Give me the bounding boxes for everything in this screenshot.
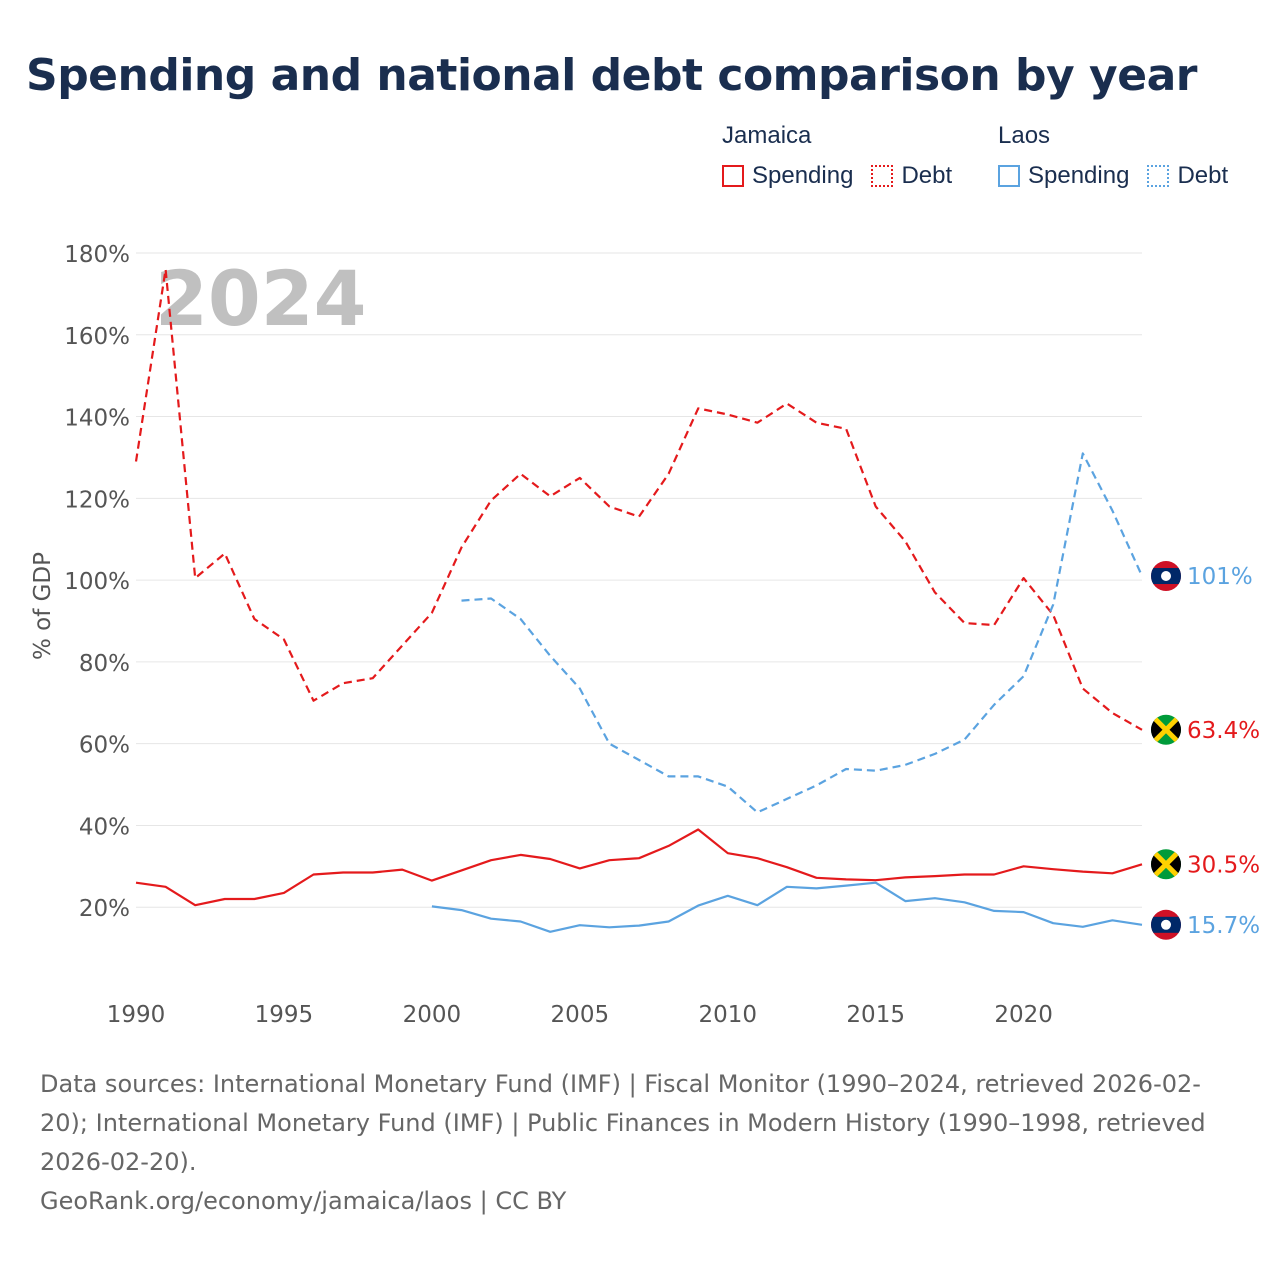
legend-group-laos: Laos Spending Debt <box>998 122 1246 190</box>
y-tick-label: 160% <box>64 324 130 350</box>
legend-item-label: Spending <box>752 162 854 189</box>
y-tick-label: 120% <box>64 487 130 513</box>
solid-line-swatch-icon <box>722 165 744 187</box>
x-tick-label: 1995 <box>255 1002 314 1028</box>
laos-flag-icon <box>1151 909 1181 940</box>
legend-item-laos-debt[interactable]: Debt <box>1147 162 1228 190</box>
y-tick-label: 20% <box>79 896 130 922</box>
legend-item-label: Debt <box>901 162 953 189</box>
x-tick-label: 1990 <box>107 1002 166 1028</box>
x-tick-label: 2000 <box>403 1002 462 1028</box>
legend-item-label: Debt <box>1177 162 1229 189</box>
end-value-label: 15.7% <box>1187 913 1260 939</box>
page-title: Spending and national debt comparison by… <box>26 50 1197 101</box>
legend-item-laos-spending[interactable]: Spending <box>998 162 1129 190</box>
line-chart: 20% 40% 60% 80% 100% 120% 140% 160% 180% 1990 1995… <box>30 242 1260 1028</box>
x-tick-label: 2005 <box>551 1002 610 1028</box>
y-tick-label: 100% <box>64 569 130 595</box>
legend-item-jamaica-spending[interactable]: Spending <box>722 162 853 190</box>
y-tick-label: 60% <box>79 733 130 759</box>
jamaica-flag-icon <box>1151 849 1181 880</box>
series-line-laos-debt <box>461 452 1144 814</box>
data-sources-text: Data sources: International Monetary Fun… <box>40 1070 1206 1176</box>
series-line-jamaica-debt <box>134 268 1143 731</box>
end-value-label: 30.5% <box>1187 852 1260 878</box>
jamaica-flag-icon <box>1151 714 1181 745</box>
dotted-line-swatch-icon <box>871 165 894 187</box>
dotted-line-swatch-icon <box>1147 165 1170 187</box>
series-line-laos-spending <box>431 881 1143 933</box>
end-value-label: 101% <box>1187 564 1253 590</box>
credit-link[interactable]: GeoRank.org/economy/jamaica/laos | CC BY <box>40 1187 567 1215</box>
y-axis-label: % of GDP <box>30 552 56 660</box>
y-tick-label: 180% <box>64 242 130 268</box>
laos-flag-icon <box>1151 561 1181 592</box>
footer: Data sources: International Monetary Fun… <box>40 1065 1240 1221</box>
legend-item-label: Spending <box>1028 162 1130 189</box>
solid-line-swatch-icon <box>998 165 1020 187</box>
legend-item-jamaica-debt[interactable]: Debt <box>871 162 952 190</box>
y-tick-label: 40% <box>79 814 130 840</box>
x-tick-label: 2015 <box>846 1002 905 1028</box>
legend-group-label: Jamaica <box>722 122 812 149</box>
x-tick-label: 2010 <box>698 1002 757 1028</box>
end-value-label: 63.4% <box>1187 718 1260 744</box>
legend-group-jamaica: Jamaica Spending Debt <box>722 122 970 190</box>
y-tick-label: 80% <box>79 651 130 677</box>
legend-group-label: Laos <box>998 122 1051 149</box>
series-line-jamaica-spending <box>135 828 1143 907</box>
y-tick-label: 140% <box>64 406 130 432</box>
x-tick-label: 2020 <box>994 1002 1053 1028</box>
year-watermark: 2024 <box>155 254 367 343</box>
